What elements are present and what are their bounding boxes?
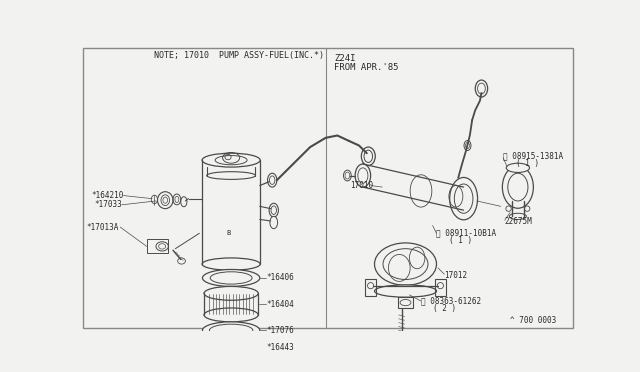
Ellipse shape: [464, 141, 471, 151]
Ellipse shape: [216, 342, 246, 353]
Ellipse shape: [202, 358, 260, 372]
Text: *17013A: *17013A: [86, 222, 118, 232]
Ellipse shape: [450, 177, 477, 220]
Ellipse shape: [400, 299, 411, 306]
Ellipse shape: [355, 164, 371, 187]
Text: ( 1 ): ( 1 ): [516, 160, 539, 169]
Ellipse shape: [161, 195, 170, 206]
Ellipse shape: [175, 196, 179, 202]
Text: Ⓦ 08915-1381A: Ⓦ 08915-1381A: [503, 152, 563, 161]
Ellipse shape: [399, 337, 404, 345]
Bar: [365, 279, 376, 296]
Text: *16443: *16443: [267, 343, 294, 352]
Text: Ⓝ 08911-10B1A: Ⓝ 08911-10B1A: [436, 229, 497, 238]
Ellipse shape: [509, 213, 526, 219]
Ellipse shape: [202, 153, 260, 167]
Ellipse shape: [270, 217, 278, 229]
Text: Ⓢ 08363-61262: Ⓢ 08363-61262: [421, 296, 481, 305]
Text: ( 1 ): ( 1 ): [449, 237, 472, 246]
Ellipse shape: [506, 163, 529, 173]
Ellipse shape: [476, 80, 488, 97]
Text: *17076: *17076: [267, 326, 294, 335]
Text: Z24I: Z24I: [334, 54, 356, 63]
Ellipse shape: [502, 166, 533, 208]
Ellipse shape: [367, 283, 374, 289]
Text: *16404: *16404: [267, 299, 294, 309]
Text: B: B: [227, 230, 231, 236]
Text: ^ 700 0003: ^ 700 0003: [510, 316, 556, 325]
Bar: [397, 297, 413, 308]
Text: ( 2 ): ( 2 ): [433, 304, 456, 313]
Ellipse shape: [204, 286, 259, 300]
Ellipse shape: [159, 244, 166, 249]
Ellipse shape: [202, 258, 260, 270]
Text: *164210: *164210: [91, 191, 124, 200]
Bar: [435, 279, 446, 296]
Ellipse shape: [374, 243, 436, 285]
Ellipse shape: [180, 197, 187, 207]
Ellipse shape: [204, 308, 259, 322]
Ellipse shape: [524, 206, 530, 211]
Ellipse shape: [362, 147, 375, 166]
Ellipse shape: [437, 283, 444, 289]
Text: FROM APR.'85: FROM APR.'85: [334, 63, 399, 72]
Text: 17010: 17010: [349, 181, 373, 190]
Ellipse shape: [269, 203, 278, 217]
Ellipse shape: [344, 170, 351, 181]
Ellipse shape: [202, 269, 260, 286]
Ellipse shape: [506, 206, 511, 211]
Ellipse shape: [207, 172, 255, 179]
Ellipse shape: [374, 285, 436, 297]
Text: NOTE; 17010  PUMP ASSY-FUEL(INC.*): NOTE; 17010 PUMP ASSY-FUEL(INC.*): [154, 51, 324, 60]
Text: *17033: *17033: [94, 200, 122, 209]
Ellipse shape: [202, 322, 260, 339]
Text: *16406: *16406: [267, 273, 294, 282]
Bar: [147, 240, 168, 253]
Text: 22675M: 22675M: [505, 217, 532, 226]
Text: 17012: 17012: [444, 271, 467, 280]
Ellipse shape: [268, 173, 277, 187]
